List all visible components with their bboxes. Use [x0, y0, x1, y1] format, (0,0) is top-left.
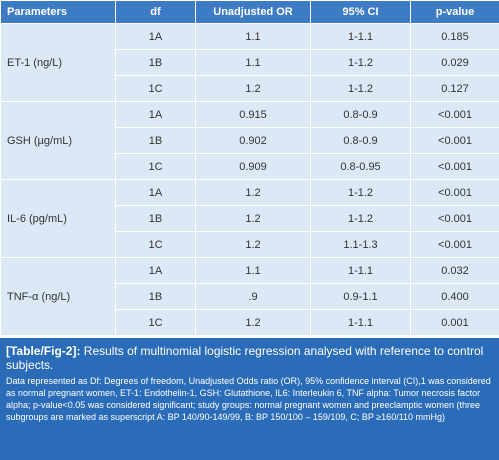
- parameter-cell: GSH (µg/mL): [0, 101, 116, 180]
- caption-label: [Table/Fig-2]:: [6, 344, 81, 358]
- data-cell: 0.029: [410, 49, 499, 76]
- data-cell: 1C: [115, 309, 196, 336]
- data-cell: 1-1.2: [310, 205, 411, 232]
- table-row: 1B 1.2 1-1.2 <0.001: [1, 205, 499, 232]
- data-cell: 1.1: [195, 49, 311, 76]
- table-row: ET-1 (ng/L) 1A 1.1 1-1.1 0.185: [0, 23, 499, 102]
- data-cell: 1A: [115, 23, 196, 50]
- table-row: TNF-α (ng/L) 1A 1.1 1-1.1 0.032: [0, 257, 499, 336]
- parameter-cell: ET-1 (ng/L): [0, 23, 116, 102]
- caption-note: Data represented as Df: Degrees of freed…: [6, 376, 491, 422]
- data-cell: .9: [195, 283, 311, 310]
- header-cell: df: [115, 0, 196, 24]
- data-cell: 1-1.1: [310, 23, 411, 50]
- table-body: ET-1 (ng/L) 1A 1.1 1-1.1 0.185 1B 1.1 1-1.2 0.02…: [0, 23, 499, 336]
- caption-title: Results of multinomial logistic regressi…: [6, 344, 484, 372]
- data-cell: 1.2: [195, 179, 311, 206]
- parameter-cell: IL-6 (pg/mL): [0, 179, 116, 258]
- data-cell: <0.001: [410, 231, 499, 258]
- data-cell: <0.001: [410, 205, 499, 232]
- data-cell: 0.185: [410, 23, 499, 50]
- parameter-cell: TNF-α (ng/L): [0, 257, 116, 336]
- results-table: Parameters df Unadjusted OR 95% CI p-value E…: [0, 0, 499, 336]
- data-cell: 1.1: [195, 23, 311, 50]
- table-row: 1C 0.909 0.8-0.95 <0.001: [1, 153, 499, 180]
- data-cell: 1C: [115, 75, 196, 102]
- table-row: IL-6 (pg/mL) 1A 1.2 1-1.2 <0.001: [0, 179, 499, 258]
- data-cell: 0.909: [195, 153, 311, 180]
- data-cell: 1A: [115, 101, 196, 128]
- data-cell: <0.001: [410, 127, 499, 154]
- data-cell: 0.8-0.9: [310, 101, 411, 128]
- data-cell: 1.2: [195, 309, 311, 336]
- data-cell: 1-1.2: [310, 49, 411, 76]
- table-row: 1C 1.2 1-1.1 0.001: [1, 309, 499, 336]
- data-cell: 1.2: [195, 231, 311, 258]
- data-cell: 1A: [115, 179, 196, 206]
- data-cell: 0.400: [410, 283, 499, 310]
- table-row: 1B .9 0.9-1.1 0.400: [1, 283, 499, 310]
- data-cell: 0.001: [410, 309, 499, 336]
- table-row: 1C 1.2 1-1.2 0.127: [1, 75, 499, 102]
- data-cell: 0.902: [195, 127, 311, 154]
- data-cell: <0.001: [410, 153, 499, 180]
- data-cell: 1.1: [195, 257, 311, 284]
- data-cell: 1-1.1: [310, 257, 411, 284]
- data-cell: 0.8-0.9: [310, 127, 411, 154]
- data-cell: <0.001: [410, 179, 499, 206]
- table-row: 1B 1.1 1-1.2 0.029: [1, 49, 499, 76]
- data-cell: 1-1.2: [310, 75, 411, 102]
- data-cell: 1B: [115, 127, 196, 154]
- data-cell: 0.032: [410, 257, 499, 284]
- table-row: 1B 0.902 0.8-0.9 <0.001: [1, 127, 499, 154]
- header-cell: p-value: [410, 0, 499, 24]
- data-cell: 1B: [115, 283, 196, 310]
- data-cell: <0.001: [410, 101, 499, 128]
- data-cell: 1C: [115, 231, 196, 258]
- data-cell: 0.915: [195, 101, 311, 128]
- data-cell: 1B: [115, 49, 196, 76]
- data-cell: 1-1.1: [310, 309, 411, 336]
- data-cell: 1.2: [195, 75, 311, 102]
- header-row: Parameters df Unadjusted OR 95% CI p-value: [0, 0, 499, 24]
- header-cell: 95% CI: [310, 0, 411, 24]
- data-cell: 0.8-0.95: [310, 153, 411, 180]
- data-cell: 0.9-1.1: [310, 283, 411, 310]
- data-cell: 1.2: [195, 205, 311, 232]
- header-cell: Parameters: [0, 0, 116, 24]
- data-cell: 0.127: [410, 75, 499, 102]
- table-row: 1C 1.2 1.1-1.3 <0.001: [1, 231, 499, 258]
- caption-title-line: [Table/Fig-2]: Results of multinomial lo…: [6, 344, 493, 372]
- table-row: GSH (µg/mL) 1A 0.915 0.8-0.9 <0.001: [0, 101, 499, 180]
- data-cell: 1.1-1.3: [310, 231, 411, 258]
- data-cell: 1B: [115, 205, 196, 232]
- data-cell: 1-1.2: [310, 179, 411, 206]
- data-cell: 1C: [115, 153, 196, 180]
- data-cell: 1A: [115, 257, 196, 284]
- header-cell: Unadjusted OR: [195, 0, 311, 24]
- caption: [Table/Fig-2]: Results of multinomial lo…: [0, 338, 499, 460]
